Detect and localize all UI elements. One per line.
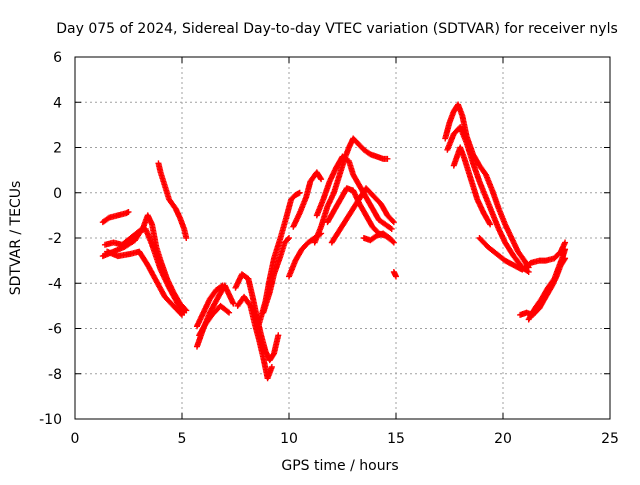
- y-tick-label: -8: [48, 367, 62, 383]
- data-point: [562, 246, 569, 253]
- data-point: [275, 332, 282, 339]
- data-point: [393, 273, 399, 280]
- y-axis-label: SDTVAR / TECUs: [8, 181, 24, 296]
- data-point: [218, 283, 225, 290]
- data-point: [284, 236, 291, 243]
- y-tick-label: 0: [53, 186, 62, 202]
- data-point: [390, 239, 397, 246]
- data-point: [389, 238, 396, 245]
- data-point: [224, 308, 231, 315]
- grid-lines: [75, 57, 610, 419]
- x-tick-label: 10: [280, 431, 298, 447]
- y-tick-label: 2: [53, 141, 62, 157]
- chart-title: Day 075 of 2024, Sidereal Day-to-day VTE…: [56, 21, 618, 37]
- data-point: [389, 218, 396, 225]
- y-tick-label: -6: [48, 322, 62, 338]
- x-tick-label: 20: [494, 431, 512, 447]
- data-point: [562, 239, 569, 246]
- data-point: [219, 282, 226, 289]
- data-point: [230, 300, 237, 307]
- y-tick-label: 4: [53, 95, 62, 111]
- data-point: [268, 363, 275, 370]
- data-point: [104, 215, 111, 222]
- data-point: [387, 225, 394, 232]
- data-point: [487, 221, 494, 228]
- series-arc-a: [99, 208, 132, 226]
- series-arc-w: [450, 144, 494, 228]
- data-point: [125, 208, 132, 215]
- x-tick-label: 15: [387, 431, 405, 447]
- data-point: [318, 176, 325, 183]
- series-arc-v: [444, 124, 532, 275]
- data-point: [317, 175, 324, 182]
- data-point: [286, 235, 292, 241]
- axis-ticks: 0 5 10 15 20 25 -10 -8 -6 -4 -2 0 2 4 6: [39, 50, 619, 447]
- x-tick-label: 0: [71, 431, 80, 447]
- y-tick-label: 6: [53, 50, 62, 66]
- series-arc-z: [525, 246, 569, 323]
- x-tick-label: 5: [178, 431, 187, 447]
- data-point: [525, 268, 532, 275]
- x-axis-label: GPS time / hours: [281, 458, 398, 474]
- data-point: [384, 155, 391, 162]
- data-point: [296, 189, 303, 196]
- series-arc-d: [104, 248, 185, 318]
- data-point: [246, 301, 253, 308]
- data-point: [390, 219, 397, 226]
- series-arc-j: [234, 293, 275, 382]
- y-tick-label: -4: [48, 276, 62, 292]
- series-arc-e: [155, 160, 190, 241]
- data-point: [177, 310, 184, 317]
- series-arc-n: [290, 169, 325, 230]
- x-tick-label: 25: [601, 431, 619, 447]
- series-arc-l: [260, 235, 292, 316]
- data-point: [226, 309, 233, 316]
- series-arc-h: [193, 282, 226, 330]
- data-point: [179, 311, 185, 318]
- series-arc-p: [313, 153, 395, 232]
- y-tick-label: -2: [48, 231, 62, 247]
- data-points: [99, 101, 569, 382]
- data-point: [388, 225, 395, 232]
- series-arc-t: [390, 268, 399, 280]
- series-arc-c: [101, 225, 188, 316]
- data-point: [524, 268, 531, 275]
- series-arc-g: [196, 302, 233, 339]
- series-arc-r: [328, 185, 397, 246]
- series-arc-s: [360, 230, 397, 246]
- series-arc-x: [476, 235, 569, 273]
- data-point: [183, 235, 190, 241]
- y-tick-label: -10: [39, 412, 62, 428]
- data-point: [486, 220, 493, 227]
